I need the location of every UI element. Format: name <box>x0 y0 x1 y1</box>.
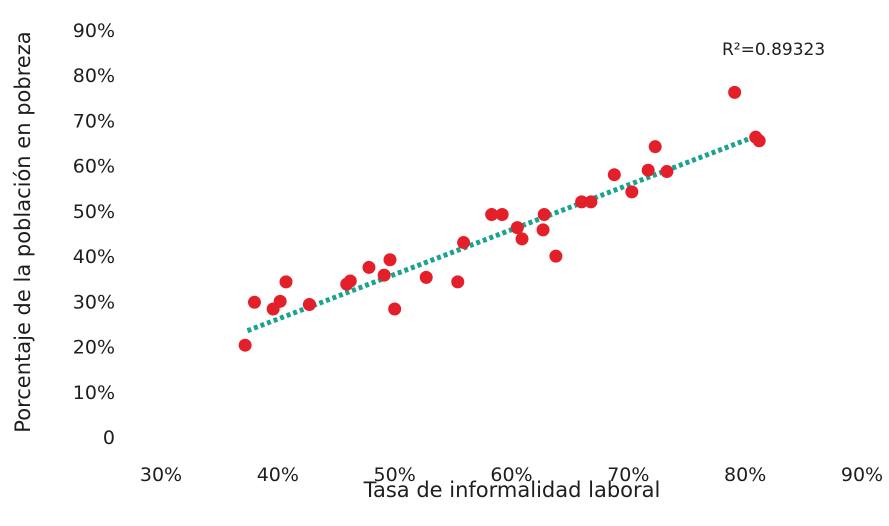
x-tick-label: 90% <box>841 464 883 486</box>
data-point <box>549 249 563 263</box>
data-point <box>510 221 524 235</box>
data-point <box>419 270 433 284</box>
x-tick-label: 60% <box>490 464 532 486</box>
x-tick-label: 30% <box>140 464 182 486</box>
data-point <box>515 232 529 246</box>
x-tick-label: 70% <box>607 464 649 486</box>
data-point <box>247 295 261 309</box>
data-point <box>495 208 509 222</box>
data-point <box>752 134 766 148</box>
y-axis-label: Porcentaje de la población en pobreza <box>11 31 35 432</box>
data-point <box>457 236 471 250</box>
data-point <box>575 195 589 209</box>
y-tick-label: 50% <box>73 201 115 223</box>
data-point <box>648 140 662 154</box>
data-point <box>537 208 551 222</box>
data-point <box>728 85 742 99</box>
x-axis-label: Tasa de informalidad laboral <box>363 478 661 502</box>
x-tick-label: 40% <box>257 464 299 486</box>
y-tick-label: 40% <box>73 246 115 268</box>
x-axis-ticks: 30% 40% 50% 60% 70% 80% 90% <box>140 464 883 486</box>
data-point <box>536 223 550 237</box>
y-axis-ticks: 0 10% 20% 30% 40% 50% 60% 70% 80% 90% <box>73 20 115 449</box>
y-tick-label: 0 <box>103 427 115 449</box>
data-point <box>584 195 598 209</box>
data-point <box>343 274 357 288</box>
data-point <box>625 185 639 199</box>
data-point <box>362 260 376 274</box>
data-point <box>660 165 674 179</box>
y-tick-label: 60% <box>73 156 115 178</box>
trendline <box>246 133 757 334</box>
data-point <box>607 168 621 182</box>
data-point <box>383 253 397 267</box>
data-point <box>377 268 391 282</box>
data-points <box>238 85 766 352</box>
y-tick-label: 80% <box>73 65 115 87</box>
data-point <box>388 302 402 316</box>
data-point <box>641 163 655 177</box>
x-tick-label: 80% <box>724 464 766 486</box>
data-point <box>279 275 293 289</box>
data-point <box>485 208 499 222</box>
x-tick-label: 50% <box>374 464 416 486</box>
data-point <box>451 275 465 289</box>
y-tick-label: 20% <box>73 337 115 359</box>
y-tick-label: 30% <box>73 291 115 313</box>
data-point <box>302 297 316 311</box>
data-point <box>273 294 287 308</box>
y-tick-label: 10% <box>73 382 115 404</box>
y-tick-label: 70% <box>73 110 115 132</box>
data-point <box>238 338 252 352</box>
y-tick-label: 90% <box>73 20 115 42</box>
r-squared-annotation: R²=0.89323 <box>722 40 825 60</box>
